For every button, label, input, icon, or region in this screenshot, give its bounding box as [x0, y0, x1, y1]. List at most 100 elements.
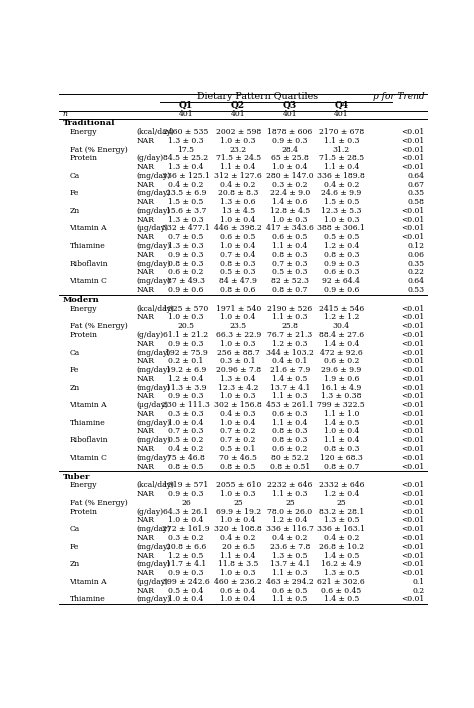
Text: 1.3 ± 0.5: 1.3 ± 0.5 — [324, 569, 359, 577]
Text: 0.9 ± 0.3: 0.9 ± 0.3 — [272, 137, 308, 145]
Text: (mg/day): (mg/day) — [137, 190, 171, 198]
Text: (µg/day): (µg/day) — [137, 224, 168, 232]
Text: 446 ± 398.2: 446 ± 398.2 — [214, 224, 262, 232]
Text: Protein: Protein — [70, 154, 98, 162]
Text: <0.01: <0.01 — [401, 445, 425, 453]
Text: NAR: NAR — [137, 163, 155, 171]
Text: 0.9 ± 0.3: 0.9 ± 0.3 — [168, 490, 204, 498]
Text: (kcal/day): (kcal/day) — [137, 304, 174, 313]
Text: Fe: Fe — [70, 366, 79, 374]
Text: 1.1 ± 1.0: 1.1 ± 1.0 — [324, 410, 359, 418]
Text: <0.01: <0.01 — [401, 534, 425, 542]
Text: <0.01: <0.01 — [401, 358, 425, 365]
Text: 1.3 ± 0.3: 1.3 ± 0.3 — [168, 242, 204, 250]
Text: 0.7 ± 0.2: 0.7 ± 0.2 — [220, 436, 256, 444]
Text: 0.1: 0.1 — [413, 578, 425, 586]
Text: Energy: Energy — [70, 304, 97, 313]
Text: 0.2 ± 0.1: 0.2 ± 0.1 — [168, 358, 204, 365]
Text: 11.3 ± 3.9: 11.3 ± 3.9 — [166, 384, 206, 392]
Text: NAR: NAR — [137, 358, 155, 365]
Text: (mg/day): (mg/day) — [137, 560, 171, 569]
Text: NAR: NAR — [137, 340, 155, 348]
Text: 401: 401 — [231, 110, 246, 118]
Text: 23.5: 23.5 — [229, 322, 246, 330]
Text: 1.0 ± 0.4: 1.0 ± 0.4 — [220, 242, 256, 250]
Text: 1.0 ± 0.4: 1.0 ± 0.4 — [220, 216, 256, 224]
Text: 1.5 ± 0.5: 1.5 ± 0.5 — [168, 198, 204, 206]
Text: 23.5 ± 6.9: 23.5 ± 6.9 — [166, 190, 206, 198]
Text: 1925 ± 570: 1925 ± 570 — [164, 304, 209, 313]
Text: 1.0 ± 0.3: 1.0 ± 0.3 — [168, 314, 204, 321]
Text: 0.7 ± 0.3: 0.7 ± 0.3 — [168, 428, 204, 435]
Text: 0.4 ± 0.2: 0.4 ± 0.2 — [168, 181, 204, 188]
Text: 26: 26 — [181, 499, 191, 507]
Text: Protein: Protein — [70, 508, 98, 515]
Text: 71.5 ± 28.5: 71.5 ± 28.5 — [319, 154, 364, 162]
Text: 0.35: 0.35 — [408, 260, 425, 268]
Text: 0.4 ± 0.2: 0.4 ± 0.2 — [324, 181, 359, 188]
Text: (mg/day): (mg/day) — [137, 366, 171, 374]
Text: 87 ± 49.3: 87 ± 49.3 — [167, 277, 205, 285]
Text: 78.0 ± 26.0: 78.0 ± 26.0 — [267, 508, 312, 515]
Text: 1.0 ± 0.4: 1.0 ± 0.4 — [220, 516, 256, 525]
Text: 0.4 ± 0.2: 0.4 ± 0.2 — [324, 534, 359, 542]
Text: 12.8 ± 4.5: 12.8 ± 4.5 — [270, 207, 310, 215]
Text: <0.01: <0.01 — [401, 516, 425, 525]
Text: 1.1 ± 0.3: 1.1 ± 0.3 — [272, 314, 308, 321]
Text: 312 ± 127.6: 312 ± 127.6 — [214, 172, 262, 180]
Text: Vitamin A: Vitamin A — [70, 401, 107, 409]
Text: <0.01: <0.01 — [401, 543, 425, 551]
Text: 1.3 ± 0.3: 1.3 ± 0.3 — [168, 137, 204, 145]
Text: 1.2 ± 0.4: 1.2 ± 0.4 — [324, 242, 359, 250]
Text: NAR: NAR — [137, 286, 155, 294]
Text: 2170 ± 678: 2170 ± 678 — [319, 128, 364, 136]
Text: <0.01: <0.01 — [401, 499, 425, 507]
Text: Vitamin A: Vitamin A — [70, 578, 107, 586]
Text: 1.0 ± 0.4: 1.0 ± 0.4 — [220, 314, 256, 321]
Text: <0.01: <0.01 — [401, 436, 425, 444]
Text: 399 ± 242.6: 399 ± 242.6 — [162, 578, 210, 586]
Text: 1.1 ± 0.3: 1.1 ± 0.3 — [272, 490, 308, 498]
Text: 0.4 ± 0.1: 0.4 ± 0.1 — [272, 358, 308, 365]
Text: 1.2 ± 0.3: 1.2 ± 0.3 — [272, 340, 308, 348]
Text: <0.01: <0.01 — [401, 428, 425, 435]
Text: 1.0 ± 0.3: 1.0 ± 0.3 — [272, 216, 308, 224]
Text: (g/day): (g/day) — [137, 331, 164, 339]
Text: 1.0 ± 0.4: 1.0 ± 0.4 — [220, 418, 256, 427]
Text: 1.4 ± 0.5: 1.4 ± 0.5 — [272, 375, 308, 383]
Text: NAR: NAR — [137, 462, 155, 471]
Text: 0.8 ± 0.5: 0.8 ± 0.5 — [168, 462, 204, 471]
Text: 12.3 ± 5.3: 12.3 ± 5.3 — [321, 207, 362, 215]
Text: NAR: NAR — [137, 137, 155, 145]
Text: 26.8 ± 10.2: 26.8 ± 10.2 — [319, 543, 364, 551]
Text: 1.1 ± 0.5: 1.1 ± 0.5 — [272, 595, 308, 603]
Text: 320 ± 108.8: 320 ± 108.8 — [214, 525, 262, 533]
Text: 0.5 ± 0.4: 0.5 ± 0.4 — [168, 587, 204, 595]
Text: 0.53: 0.53 — [408, 286, 425, 294]
Text: 1.1 ± 0.4: 1.1 ± 0.4 — [272, 242, 308, 250]
Text: 75 ± 46.8: 75 ± 46.8 — [167, 454, 205, 462]
Text: 1.3 ± 0.38: 1.3 ± 0.38 — [321, 392, 362, 401]
Text: 21.6 ± 7.9: 21.6 ± 7.9 — [270, 366, 310, 374]
Text: 1.2 ± 0.4: 1.2 ± 0.4 — [272, 516, 308, 525]
Text: 71.5 ± 24.5: 71.5 ± 24.5 — [216, 154, 261, 162]
Text: 1.0 ± 0.3: 1.0 ± 0.3 — [220, 569, 256, 577]
Text: <0.01: <0.01 — [401, 154, 425, 162]
Text: 2002 ± 598: 2002 ± 598 — [216, 128, 261, 136]
Text: Energy: Energy — [70, 481, 97, 489]
Text: (µg/day): (µg/day) — [137, 401, 168, 409]
Text: Riboflavin: Riboflavin — [70, 436, 108, 444]
Text: 1.2 ± 0.4: 1.2 ± 0.4 — [324, 490, 359, 498]
Text: 13.7 ± 4.1: 13.7 ± 4.1 — [270, 384, 310, 392]
Text: <0.01: <0.01 — [401, 552, 425, 559]
Text: 1.2 ± 1.2: 1.2 ± 1.2 — [324, 314, 359, 321]
Text: 61.1 ± 21.2: 61.1 ± 21.2 — [164, 331, 209, 339]
Text: NAR: NAR — [137, 216, 155, 224]
Text: <0.01: <0.01 — [401, 207, 425, 215]
Text: Protein: Protein — [70, 331, 98, 339]
Text: Q1: Q1 — [179, 101, 193, 110]
Text: Thiamine: Thiamine — [70, 242, 105, 250]
Text: 84 ± 47.9: 84 ± 47.9 — [219, 277, 257, 285]
Text: 1.0 ± 0.4: 1.0 ± 0.4 — [168, 595, 204, 603]
Text: 0.8 ± 0.3: 0.8 ± 0.3 — [324, 251, 359, 259]
